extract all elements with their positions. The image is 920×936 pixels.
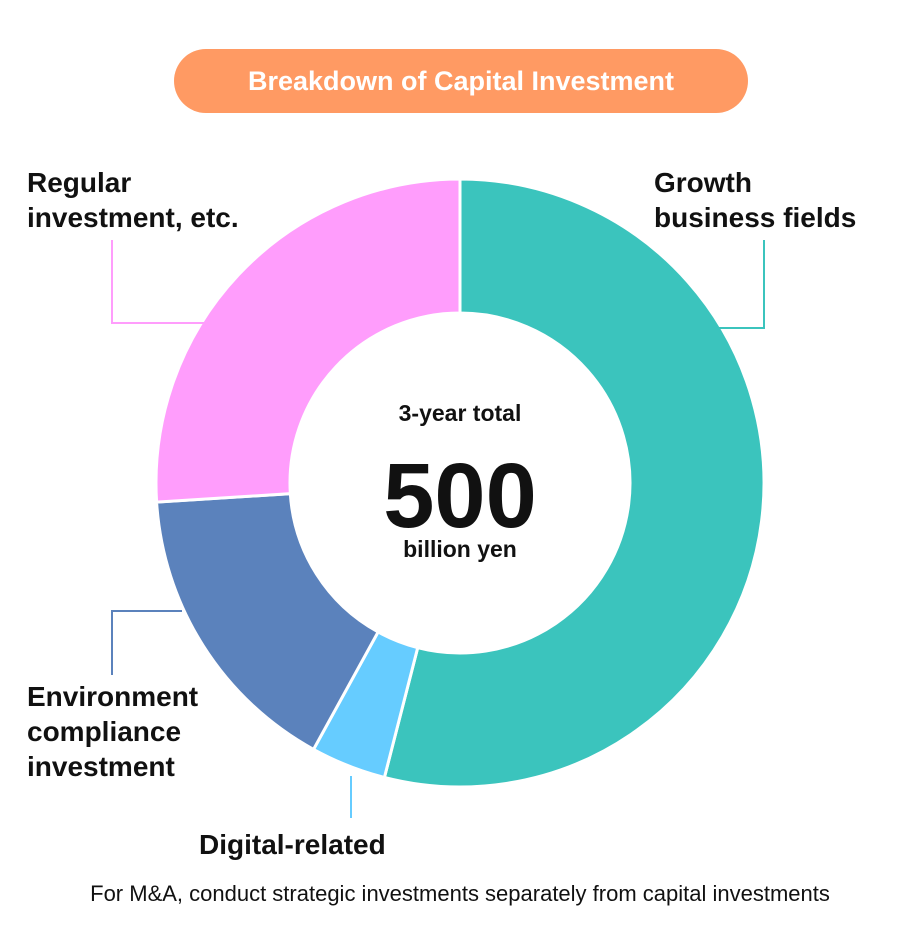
center-caption: 3-year total — [398, 400, 522, 426]
label-environment-compliance: Environment compliance investment — [27, 681, 199, 782]
leader-line-environment — [111, 610, 182, 675]
leader-line-growth — [718, 240, 765, 329]
leader-line-regular — [111, 240, 205, 324]
chart-title: Breakdown of Capital Investment — [174, 49, 748, 113]
label-digital-related: Digital-related — [199, 829, 386, 860]
slice-environment-compliance — [155, 492, 381, 752]
footnote: For M&A, conduct strategic investments s… — [90, 881, 830, 906]
slice-regular-investment — [154, 177, 462, 504]
center-total-value: 500 — [383, 445, 537, 547]
center-unit: billion yen — [403, 536, 517, 562]
slice-growth-business-fields — [382, 177, 766, 789]
label-growth-business-fields: Growth business fields — [654, 167, 857, 233]
label-regular-investment: Regular investment, etc. — [27, 167, 239, 233]
